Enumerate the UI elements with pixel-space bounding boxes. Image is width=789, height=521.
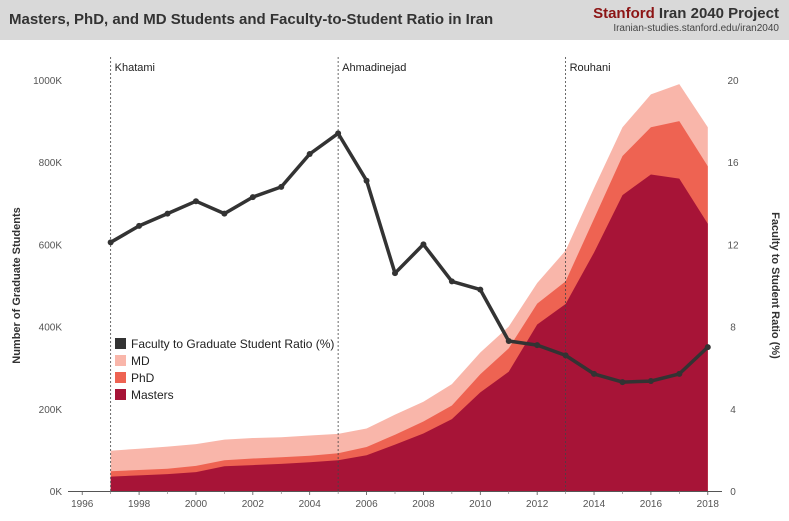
legend-label: Masters [131,388,174,402]
ratio-point [164,210,171,217]
ratio-point [335,130,342,137]
x-tick-label: 2008 [412,499,435,510]
ratio-point [221,210,228,217]
title-bar: Masters, PhD, and MD Students and Facult… [0,0,789,40]
ratio-point [448,278,455,285]
ratio-point [278,183,285,190]
ratio-point [249,194,256,201]
ratio-point [392,270,398,277]
y-left-tick-label: 800K [39,158,63,169]
x-tick-label: 2006 [355,499,378,510]
brand-secondary: Iran 2040 Project [658,5,779,22]
y-left-tick-label: 400K [39,323,63,334]
y-right-tick-label: 8 [730,323,736,334]
x-tick-label: 1998 [128,499,151,510]
area-masters [110,174,708,491]
brand-name: Stanford Iran 2040 Project [593,5,779,22]
ratio-point [477,286,484,293]
x-tick-label: 2000 [185,499,208,510]
era-label-khatami: Khatami [115,62,155,74]
y-right-tick-label: 20 [727,76,739,87]
ratio-point [647,378,654,385]
ratio-point [107,239,114,246]
y-right-tick-label: 16 [727,158,739,169]
y-left-tick-label: 1000K [33,76,62,87]
legend-swatch [115,372,126,383]
y-left-tick-label: 200K [39,405,63,416]
ratio-point [363,177,370,184]
x-tick-label: 2014 [583,499,606,510]
chart-title: Masters, PhD, and MD Students and Facult… [9,11,494,28]
x-tick-label: 2002 [242,499,265,510]
x-tick-label: 1996 [71,499,94,510]
ratio-point [420,241,427,248]
era-label-ahmadinejad: Ahmadinejad [342,62,406,74]
x-tick-label: 2016 [640,499,663,510]
legend-swatch [115,355,126,366]
ratio-point [619,379,626,386]
y-right-axis-title: Faculty to Student Ratio (%) [769,212,781,359]
y-left-tick-label: 600K [39,240,63,251]
era-label-rouhani: Rouhani [570,62,611,74]
brand-url: Iranian-studies.stanford.edu/iran2040 [613,23,779,34]
ratio-point [704,344,711,351]
legend-label: MD [131,354,150,368]
x-tick-label: 2004 [299,499,322,510]
legend-label: Faculty to Graduate Student Ratio (%) [131,337,334,351]
y-left-tick-label: 0K [50,487,63,498]
ratio-line-group [107,130,711,386]
y-right-tick-label: 4 [730,405,736,416]
x-tick-label: 2010 [469,499,492,510]
ratio-point [591,370,598,377]
ratio-point [505,337,512,344]
x-tick-label: 2018 [697,499,720,510]
legend: Faculty to Graduate Student Ratio (%) MD P… [115,337,334,402]
brand-primary: Stanford [593,5,655,22]
legend-swatch [115,389,126,400]
era-markers: Khatami Ahmadinejad Rouhani [110,57,611,491]
axes: 1996 1998 2000 2002 2004 2006 2008 2010 2012 2014… [11,76,781,510]
ratio-point [306,150,313,157]
ratio-point [534,342,541,349]
chart-area: Khatami Ahmadinejad Rouhani 1996 1998 2000 20… [11,57,781,510]
ratio-point [136,222,143,229]
ratio-line [109,131,709,384]
legend-swatch [115,338,126,349]
y-right-tick-label: 12 [727,240,739,251]
x-tick-label: 2012 [526,499,549,510]
stacked-areas [110,84,708,491]
ratio-point [192,198,199,205]
ratio-point [676,370,683,377]
y-right-tick-label: 0 [730,487,736,498]
legend-label: PhD [131,371,155,385]
y-left-axis-title: Number of Graduate Students [11,207,23,363]
ratio-point [562,352,569,359]
brand-block: Stanford Iran 2040 Project Iranian-studi… [593,5,779,34]
